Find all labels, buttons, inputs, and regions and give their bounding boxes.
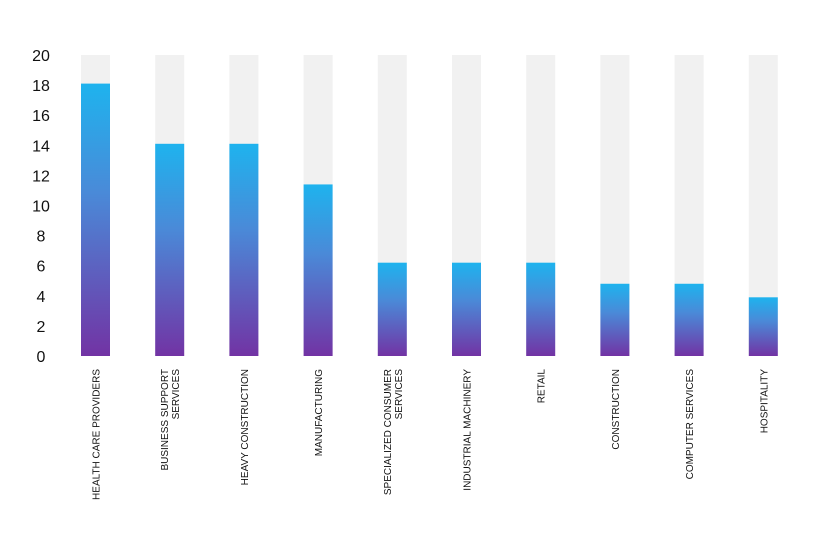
bar-tracks [81, 55, 778, 356]
x-tick-label: COMPUTER SERVICES [685, 369, 696, 480]
bar [377, 262, 407, 356]
x-tick-label: HEALTH CARE PROVIDERS [92, 369, 103, 500]
x-tick-label: SERVICES [171, 369, 182, 420]
y-tick-label: 16 [32, 108, 50, 125]
y-tick-label: 2 [37, 319, 46, 336]
x-tick-label: RETAIL [537, 369, 548, 404]
bar [452, 262, 481, 356]
x-tick-label: MANUFACTURING [314, 369, 325, 456]
y-tick-label: 14 [32, 138, 50, 155]
y-tick-label: 12 [32, 168, 50, 185]
x-tick-label: INDUSTRIAL MACHINERY [463, 369, 474, 491]
bar [674, 283, 704, 356]
y-tick-label: 18 [32, 78, 50, 95]
y-tick-label: 20 [32, 48, 50, 65]
x-tick-label: SERVICES [394, 369, 405, 420]
x-tick-label: SPECIALIZED CONSUMER [383, 369, 394, 495]
bar [155, 143, 185, 356]
x-tick-label: BUSINESS SUPPORT [160, 369, 171, 471]
y-tick-label: 4 [37, 289, 46, 306]
y-tick-label: 10 [32, 199, 50, 216]
x-tick-label: HEAVY CONSTRUCTION [240, 369, 251, 485]
y-axis-ticks: 0 2 4 6 8 10 12 14 16 18 20 [32, 48, 50, 366]
y-tick-label: 0 [37, 349, 46, 366]
bar [303, 184, 333, 356]
bar [748, 297, 778, 356]
bar [81, 83, 110, 356]
x-tick-label: HOSPITALITY [759, 369, 770, 434]
bar [526, 262, 556, 356]
y-tick-label: 8 [37, 229, 46, 246]
bars [81, 83, 778, 356]
bar [600, 283, 630, 356]
x-tick-label: CONSTRUCTION [611, 369, 622, 450]
bar [229, 143, 259, 356]
y-tick-label: 6 [37, 259, 46, 276]
x-axis-labels: HEALTH CARE PROVIDERS BUSINESS SUPPORT SER… [92, 369, 771, 500]
